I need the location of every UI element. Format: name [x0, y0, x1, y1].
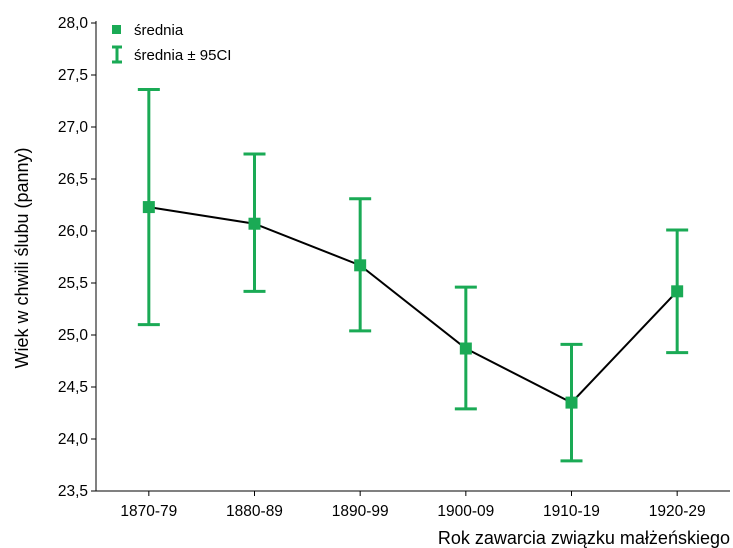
- legend-ci-label: średnia ± 95CI: [134, 47, 231, 64]
- mean-point: [459, 342, 472, 355]
- y-tick-label: 27,5: [58, 67, 88, 84]
- x-tick-label: 1880-89: [226, 503, 283, 520]
- legend-mean-label: średnia: [134, 22, 184, 39]
- y-tick-label: 28,0: [58, 15, 89, 32]
- mean-point: [354, 259, 367, 272]
- x-tick-label: 1890-99: [332, 503, 389, 520]
- mean-point: [248, 217, 261, 230]
- tick-labels: 23,5 24,0 24,5 25,0 25,5 26,0 26,5 27,0 27,5 28,0…: [58, 15, 706, 520]
- x-tick-label: 1920-29: [649, 503, 706, 520]
- error-bars: [137, 88, 689, 463]
- mean-line-group: [148, 206, 678, 404]
- x-tick-label: 1900-09: [437, 503, 494, 520]
- y-tick-label: 24,5: [58, 379, 88, 396]
- axes: [91, 21, 730, 496]
- mean-point: [671, 285, 684, 298]
- y-tick-label: 24,0: [58, 431, 89, 448]
- y-tick-label: 26,0: [58, 223, 89, 240]
- legend: średnia średnia ± 95CI: [112, 22, 231, 64]
- y-tick-label: 23,5: [58, 483, 88, 500]
- legend-ci-marker: [112, 45, 122, 64]
- mean-line: [148, 206, 678, 404]
- x-tick-label: 1870-79: [120, 503, 177, 520]
- y-tick-label: 27,0: [58, 119, 89, 136]
- mean-markers: [142, 201, 684, 409]
- legend-mean-marker: [112, 25, 121, 34]
- x-axis-title: Rok zawarcia związku małżeńskiego: [438, 528, 730, 548]
- mean-point: [565, 396, 578, 409]
- y-tick-label: 25,5: [58, 275, 88, 292]
- y-tick-label: 25,0: [58, 327, 89, 344]
- mean-point: [142, 201, 155, 214]
- y-tick-label: 26,5: [58, 171, 88, 188]
- y-axis-title: Wiek w chwili ślubu (panny): [12, 147, 32, 368]
- x-tick-label: 1910-19: [543, 503, 600, 520]
